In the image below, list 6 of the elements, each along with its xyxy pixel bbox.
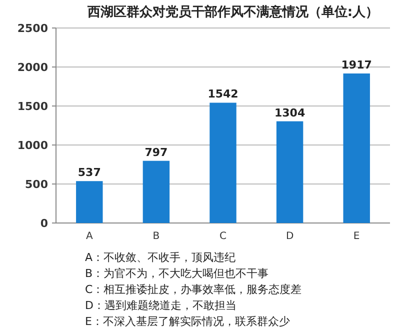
annotation: B：为官不为，不大吃大喝但也不干事 <box>85 267 269 280</box>
annotation: A：不收敛、不收手，顶风违纪 <box>85 251 236 264</box>
annotation: E：不深入基层了解实际情况，联系群众少 <box>85 315 290 328</box>
title: 西湖区群众对党员干部作风不满意情况（单位:人） <box>87 5 379 20</box>
annotation: D：遇到难题绕道走，不敢担当 <box>85 299 236 312</box>
annotation: C：相互推诿扯皮，办事效率低，服务态度差 <box>85 283 302 296</box>
